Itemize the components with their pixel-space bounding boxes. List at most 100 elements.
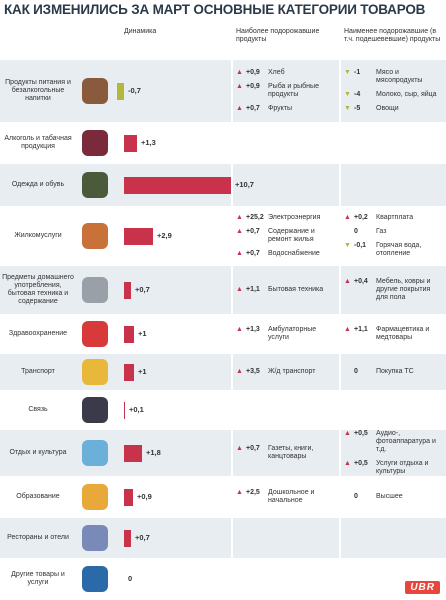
separator [339, 266, 341, 314]
column [236, 124, 338, 162]
column: ▲ +1,3 Амбулаторные услуги [236, 316, 338, 352]
category: Связь [28, 406, 48, 413]
separator [339, 430, 341, 476]
row: Другие товары и услуги 0 [0, 558, 446, 600]
separator [231, 60, 233, 122]
category: Одежда и обувь [11, 181, 65, 188]
arrow: ▲ [236, 368, 243, 375]
separator [231, 558, 233, 600]
item-value: +0,9 [246, 83, 260, 90]
item: 0 Газ [344, 228, 444, 236]
item-name: Покупка ТС [376, 368, 414, 375]
separator [339, 164, 341, 206]
icon [82, 359, 108, 385]
item-value: +25,2 [246, 214, 264, 221]
item: ▲ +0,9 Хлеб [236, 69, 338, 77]
category: Другие товары и услуги [11, 571, 65, 586]
logo: UBR [405, 581, 440, 594]
category: Отдых и культура [9, 449, 67, 456]
item-name: Амбулаторные услуги [268, 326, 317, 341]
bar [124, 444, 142, 462]
column [344, 392, 444, 428]
row: Отдых и культура +1,8 ▲ +0,7 Газеты, книги, … [0, 430, 446, 476]
item-name: Аудио-, фотоаппаратура и т.д. [376, 430, 436, 453]
item-value: +0,2 [354, 214, 368, 221]
bar [124, 134, 137, 152]
separator [231, 392, 233, 428]
column [236, 392, 338, 428]
item: ▲ +0,7 Содержание и ремонт жилья [236, 228, 338, 244]
item-name: Мебель, ковры и другие покрытия для пола [376, 278, 431, 301]
item: ▼ -0,1 Горячая вода, отопление [344, 242, 444, 258]
item-name: Электроэнергия [268, 214, 321, 221]
item-value: +0,7 [246, 445, 260, 452]
icon [82, 484, 108, 510]
bar [124, 488, 133, 506]
separator [339, 124, 341, 162]
item: ▲ +0,5 Услуги отдыха и культуры [344, 460, 444, 476]
separator [231, 208, 233, 264]
column [236, 558, 338, 600]
separator [231, 354, 233, 390]
item-value: 0 [354, 493, 358, 500]
separator [231, 477, 233, 517]
icon [82, 321, 108, 347]
separator [339, 316, 341, 352]
item-name: Мясо и мясопродукты [376, 69, 423, 84]
item-name: Высшее [376, 493, 403, 500]
item-name: Горячая вода, отопление [376, 242, 422, 257]
row: Жилкомуслуги +2,9 ▲ +25,2 Электроэнергия ▲ +0,… [0, 208, 446, 264]
arrow: ▲ [344, 460, 351, 467]
item: 0 Высшее [344, 493, 444, 501]
item: ▲ +1,1 Бытовая техника [236, 286, 338, 294]
row: Здравоохранение +1 ▲ +1,3 Амбулаторные услуг… [0, 316, 446, 352]
bar [124, 401, 125, 419]
column: ▲ +1,1 Бытовая техника [236, 266, 338, 314]
column: ▲ +0,9 Хлеб ▲ +0,9 Рыба и рыбные продукты ▲ +0,… [236, 60, 338, 122]
icon [82, 566, 108, 592]
icon [82, 440, 108, 466]
value-label: +0,7 [135, 533, 150, 542]
item: ▲ +0,7 Водоснабжение [236, 250, 338, 258]
item-name: Содержание и ремонт жилья [268, 228, 315, 243]
header: Наиболее подорожавшие продукты [236, 28, 320, 43]
column: ▲ +0,4 Мебель, ковры и другие покрытия для… [344, 266, 444, 314]
column: ▲ +1,1 Фармацевтика и медтовары [344, 316, 444, 352]
column: ▲ +25,2 Электроэнергия ▲ +0,7 Содержание и ре… [236, 208, 338, 264]
row: Одежда и обувь +10,7 [0, 164, 446, 206]
arrow: ▲ [344, 278, 351, 285]
item-value: +0,5 [354, 430, 368, 437]
column: 0 Высшее [344, 477, 444, 517]
item: 0 Покупка ТС [344, 368, 444, 376]
arrow: ▲ [236, 83, 243, 90]
category: Предметы домашнего употребления, бытовая… [2, 274, 74, 305]
separator [339, 477, 341, 517]
arrow: ▲ [236, 69, 243, 76]
arrow: ▲ [236, 105, 243, 112]
row: Рестораны и отели +0,7 [0, 518, 446, 558]
separator [231, 316, 233, 352]
column: ▲ +0,7 Газеты, книги, канцтовары [236, 430, 338, 476]
header: Наименее подорожавшие (в т.ч. подешевевш… [344, 28, 441, 43]
column [236, 518, 338, 558]
category: Рестораны и отели [7, 534, 69, 541]
icon [82, 277, 108, 303]
separator [339, 208, 341, 264]
column: ▲ +2,5 Дошкольное и начальное [236, 477, 338, 517]
item-value: +0,9 [246, 69, 260, 76]
item: ▲ +1,1 Фармацевтика и медтовары [344, 326, 444, 342]
separator [339, 392, 341, 428]
item-value: +0,5 [354, 460, 368, 467]
icon [82, 78, 108, 104]
header: Динамика [124, 28, 157, 35]
bar [124, 176, 231, 194]
row: Продукты питания и безалкогольные напитк… [0, 60, 446, 122]
icon [82, 130, 108, 156]
arrow: ▲ [236, 228, 243, 235]
column [236, 164, 338, 206]
arrow: ▲ [236, 250, 243, 257]
item-name: Дошкольное и начальное [268, 489, 315, 504]
arrow: ▲ [236, 445, 243, 452]
category: Образование [16, 493, 60, 500]
item-value: +0,7 [246, 105, 260, 112]
